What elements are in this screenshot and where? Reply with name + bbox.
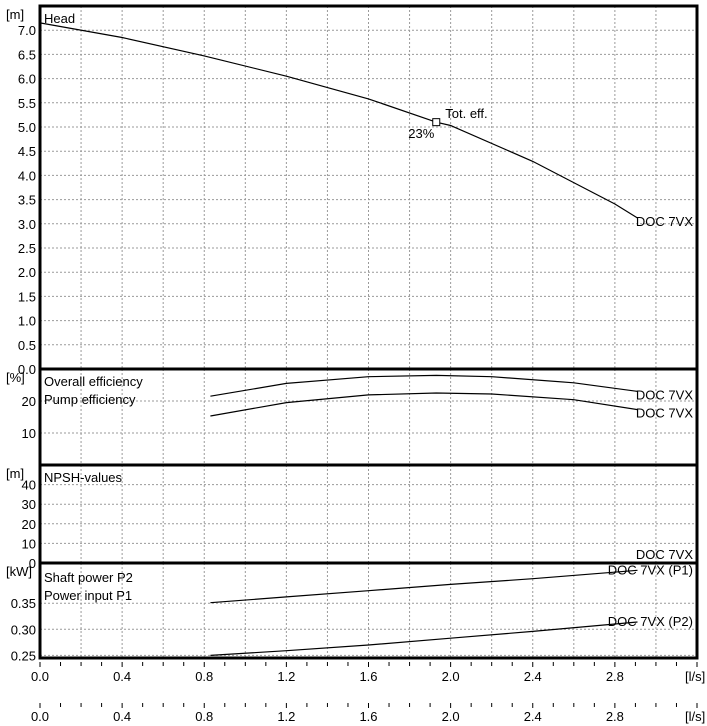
x-tick-label: 1.6 [359, 709, 377, 724]
y-tick-label: 7.0 [18, 23, 36, 38]
series-name-label: DOC 7VX [636, 547, 693, 562]
y-tick-label: 20 [22, 394, 36, 409]
series-line [39, 22, 638, 219]
y-tick-label: 0 [29, 556, 36, 571]
y-tick-label: 3.5 [18, 193, 36, 208]
x-tick-label: 0.0 [31, 669, 49, 684]
series-line [210, 374, 638, 397]
series-line [210, 392, 638, 417]
panel-label: Overall efficiency [44, 374, 143, 389]
y-tick-label: 0.35 [11, 596, 36, 611]
y-unit-label: [kW] [6, 564, 32, 579]
x-tick-label: 2.8 [606, 669, 624, 684]
panel-label: NPSH-values [44, 470, 123, 485]
panel-label: Head [44, 11, 75, 26]
operating-point-value: 23% [408, 126, 434, 141]
y-tick-label: 20 [22, 517, 36, 532]
y-tick-label: 2.0 [18, 265, 36, 280]
series-name-label: DOC 7VX [636, 214, 693, 229]
x-unit-label: [l/s] [685, 669, 705, 684]
x-tick-label: 2.0 [442, 709, 460, 724]
x-tick-label: 1.2 [277, 669, 295, 684]
x-tick-label: 1.2 [277, 709, 295, 724]
y-tick-label: 10 [22, 426, 36, 441]
y-tick-label: 6.5 [18, 47, 36, 62]
y-tick-label: 0.5 [18, 338, 36, 353]
grid-lines [40, 6, 697, 658]
x-tick-label: 2.4 [524, 669, 542, 684]
y-tick-label: 5.5 [18, 96, 36, 111]
y-unit-label: [%] [6, 370, 25, 385]
y-unit-label: [m] [6, 466, 24, 481]
y-tick-label: 1.5 [18, 289, 36, 304]
y-tick-label: 30 [22, 497, 36, 512]
y-tick-label: 3.0 [18, 217, 36, 232]
y-tick-label: 0.0 [18, 362, 36, 377]
panel-label: Shaft power P2 [44, 570, 133, 585]
series-line [210, 621, 638, 656]
panel-frame [38, 561, 699, 660]
x-tick-label: 0.4 [113, 709, 131, 724]
x-tick-label: 0.0 [31, 709, 49, 724]
panel-label: Pump efficiency [44, 392, 136, 407]
x-tick-label: 2.0 [442, 669, 460, 684]
y-tick-label: 0.30 [11, 622, 36, 637]
x-tick-label: 2.8 [606, 709, 624, 724]
series-name-label: DOC 7VX (P1) [608, 562, 693, 577]
x-unit-label: [l/s] [685, 709, 705, 724]
x-tick-label: 0.8 [195, 709, 213, 724]
x-tick-label: 0.4 [113, 669, 131, 684]
operating-point-marker [432, 118, 441, 127]
x-tick-label: 0.8 [195, 669, 213, 684]
chart-text: 0.0 0.5 1.0 1.5 2.0 2.5 3.0 3.5 4.0 4.5 5.0 5.5 6.0 6… [6, 7, 705, 724]
series-line [210, 569, 638, 604]
y-tick-label: 40 [22, 478, 36, 493]
y-tick-label: 6.0 [18, 72, 36, 87]
y-tick-label: 2.5 [18, 241, 36, 256]
y-tick-label: 4.0 [18, 168, 36, 183]
series-name-label: DOC 7VX [636, 387, 693, 402]
y-unit-label: [m] [6, 7, 24, 22]
x-tick-label: 1.6 [359, 669, 377, 684]
x-tick-label: 2.4 [524, 709, 542, 724]
y-tick-label: 5.0 [18, 120, 36, 135]
y-tick-label: 4.5 [18, 144, 36, 159]
series-name-label: DOC 7VX (P2) [608, 614, 693, 629]
operating-point-label: Tot. eff. [445, 106, 487, 121]
y-tick-label: 10 [22, 536, 36, 551]
data-curves [39, 22, 638, 656]
panel-label: Power input P1 [44, 588, 132, 603]
y-tick-label: 1.0 [18, 314, 36, 329]
y-tick-label: 0.25 [11, 648, 36, 663]
panel-frames [38, 4, 699, 708]
series-name-label: DOC 7VX [636, 406, 693, 421]
